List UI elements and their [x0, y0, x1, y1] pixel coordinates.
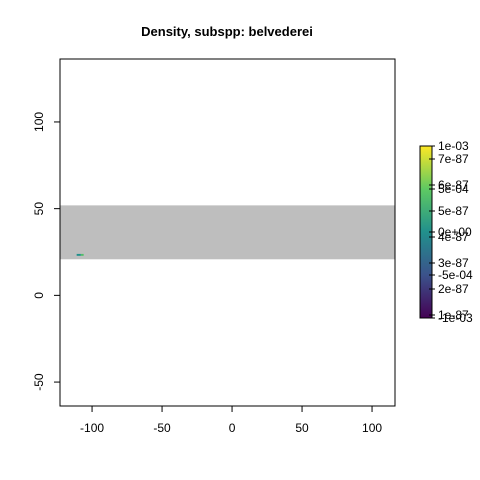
x-tick-label: -100	[80, 421, 104, 435]
colorbar-tick-label: 1e-03	[438, 139, 469, 153]
na-band	[60, 205, 395, 260]
colorbar-tick-label: 7e-87	[438, 152, 469, 166]
colorbar-tick-label: 5e-87	[438, 204, 469, 218]
y-tick-label: 50	[32, 202, 46, 216]
colorbar-tick-label: 3e-87	[438, 256, 469, 270]
y-tick-label: 100	[32, 112, 46, 132]
colorbar-tick-label: -1e-03	[438, 311, 473, 325]
x-tick-label: 50	[295, 421, 309, 435]
x-tick-label: 0	[229, 421, 236, 435]
raster-cell	[76, 253, 81, 256]
colorbar-tick-label: 5e-04	[438, 182, 469, 196]
x-tick-label: -50	[153, 421, 171, 435]
colorbar-tick-label: 0e+00	[438, 225, 472, 239]
colorbar-tick-label: 4e-87	[438, 230, 469, 244]
raster-cell	[80, 253, 84, 256]
colorbar-tick-label: 6e-87	[438, 178, 469, 192]
colorbar-tick-label: 1e-87	[438, 308, 469, 322]
plot-frame	[59, 58, 396, 407]
colorbar-tick-label: 2e-87	[438, 282, 469, 296]
y-tick-label: -50	[32, 373, 46, 391]
y-tick-label: 0	[32, 292, 46, 299]
x-tick-label: 100	[362, 421, 382, 435]
chart-title: Density, subspp: belvederei	[141, 24, 313, 39]
colorbar-tick-label: -5e-04	[438, 268, 473, 282]
